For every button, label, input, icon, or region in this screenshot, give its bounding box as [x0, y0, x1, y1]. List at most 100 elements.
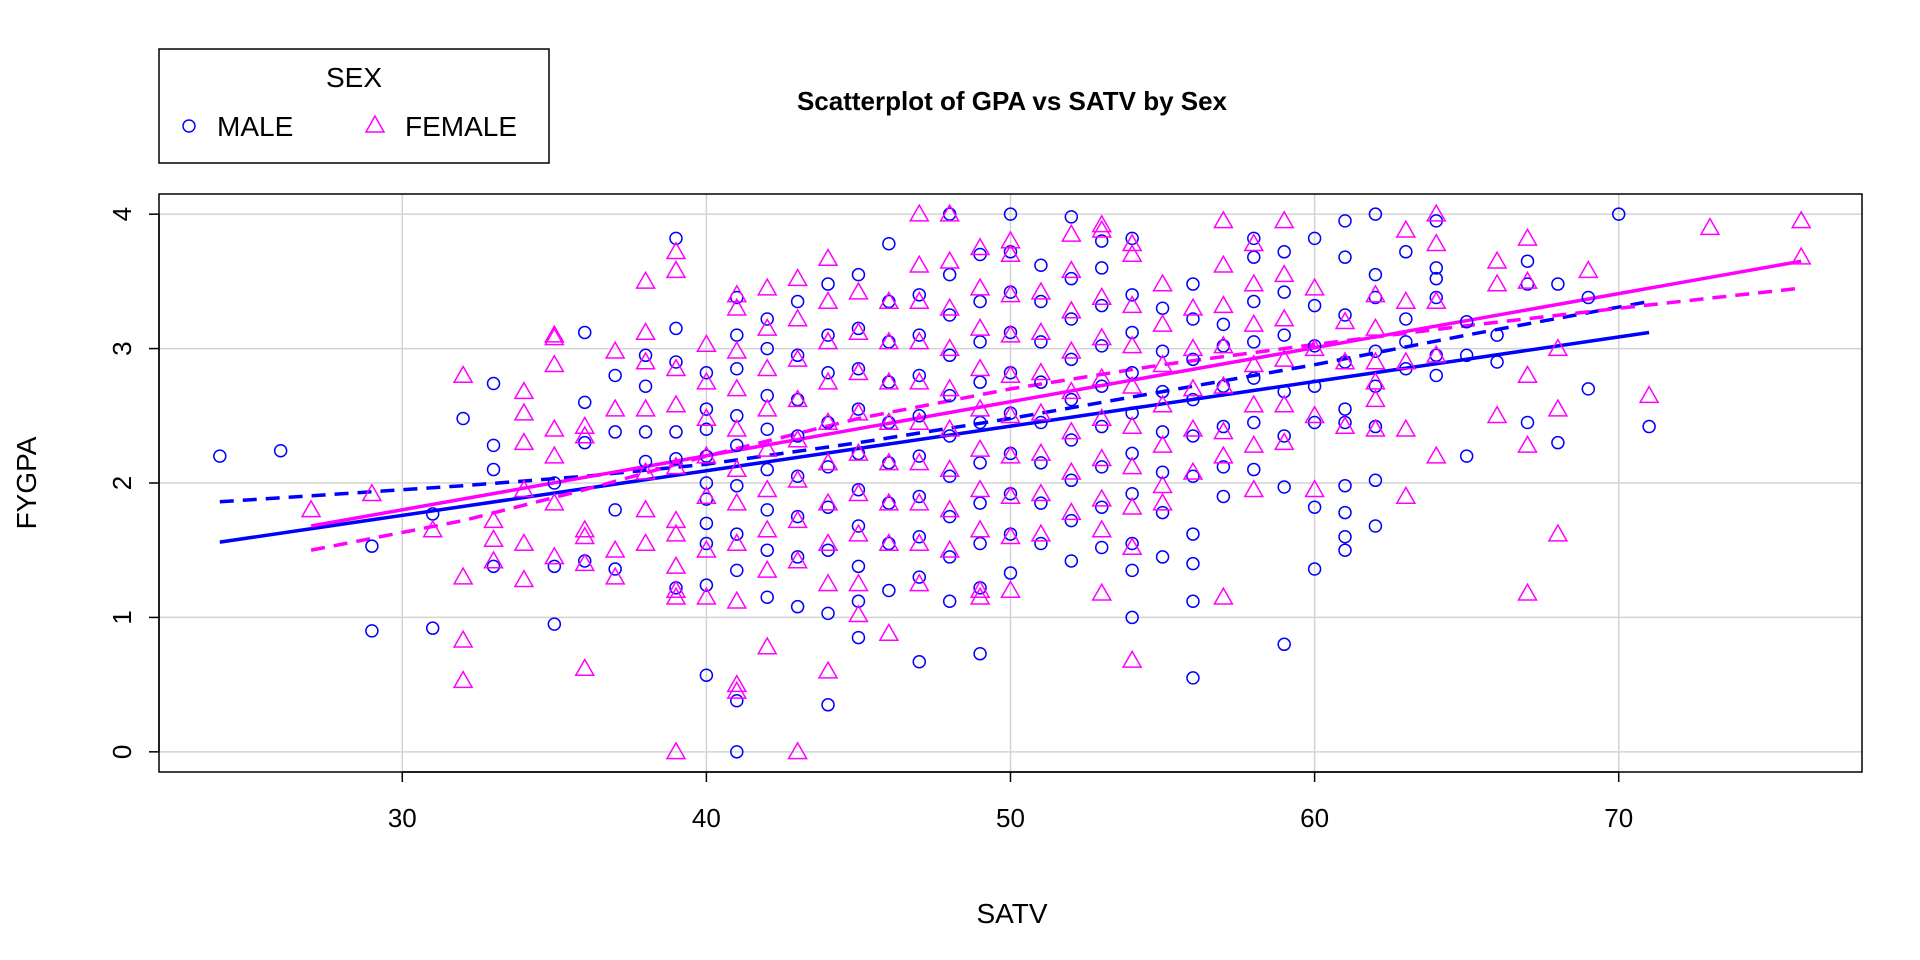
point-male	[851, 630, 866, 645]
point-female	[848, 483, 869, 502]
point-male	[760, 590, 774, 605]
point-male	[821, 460, 835, 474]
point-male	[1155, 344, 1170, 359]
point-male	[912, 288, 927, 302]
point-male	[608, 562, 622, 576]
point-female	[817, 411, 839, 431]
point-male	[973, 375, 987, 389]
legend-box	[158, 48, 550, 164]
point-male	[1307, 500, 1322, 514]
point-female	[726, 340, 748, 359]
point-female	[1061, 223, 1082, 242]
point-female	[1425, 233, 1447, 252]
point-male	[1155, 505, 1170, 520]
point-male	[912, 449, 927, 463]
point-male	[1064, 513, 1079, 528]
point-female	[969, 586, 991, 605]
point-male	[973, 536, 987, 551]
point-male	[1186, 352, 1200, 367]
point-female	[1091, 582, 1113, 601]
point-female	[1000, 230, 1021, 249]
point-female	[1030, 402, 1052, 421]
point-male	[730, 328, 744, 342]
point-female	[1273, 210, 1295, 229]
point-female	[604, 398, 626, 417]
y-axis: 0 1 2 3 4	[107, 207, 160, 759]
point-male	[851, 594, 866, 609]
point-male	[1094, 234, 1109, 248]
point-female	[1273, 348, 1295, 367]
point-male	[456, 411, 470, 426]
point-female	[635, 461, 656, 480]
point-male	[1338, 505, 1352, 520]
point-female	[1121, 416, 1143, 435]
point-female	[1425, 445, 1447, 464]
point-male	[365, 539, 379, 553]
point-male	[669, 321, 683, 336]
point-male	[730, 478, 744, 493]
point-female	[848, 402, 869, 421]
point-male	[730, 361, 744, 376]
point-female	[939, 499, 960, 518]
point-male	[882, 536, 896, 551]
point-male	[1155, 425, 1170, 439]
point-female	[817, 492, 839, 511]
point-male	[1247, 250, 1261, 264]
point-female	[1091, 327, 1113, 346]
point-male	[1368, 473, 1383, 488]
legend-male-label: MALE	[217, 111, 293, 142]
point-female	[908, 452, 930, 471]
point-female	[1304, 479, 1325, 498]
point-male	[821, 606, 835, 621]
point-male	[1094, 419, 1109, 434]
point-female	[696, 334, 717, 353]
point-female	[635, 532, 656, 551]
point-female	[787, 550, 808, 569]
point-male	[1307, 298, 1322, 313]
point-female	[1061, 300, 1082, 319]
point-male	[273, 443, 288, 458]
point-female	[1152, 394, 1173, 413]
point-female	[848, 523, 869, 542]
point-male	[882, 375, 896, 389]
point-male	[912, 409, 927, 423]
point-female	[1395, 418, 1417, 437]
point-female	[1365, 284, 1386, 303]
point-female	[604, 566, 626, 585]
point-male	[1186, 671, 1200, 685]
point-male	[882, 456, 896, 470]
point-female	[1061, 260, 1082, 279]
point-female	[1425, 203, 1447, 222]
point-female	[574, 553, 596, 572]
point-male	[1551, 435, 1565, 450]
point-female	[1000, 445, 1021, 464]
point-female	[1152, 313, 1173, 332]
point-male	[760, 422, 774, 436]
fit-line-female-linear	[310, 259, 1802, 528]
point-male	[1611, 207, 1626, 221]
point-female	[1091, 219, 1113, 238]
point-male	[1338, 543, 1352, 557]
fit-line-male-smooth	[219, 299, 1650, 504]
point-female	[969, 317, 991, 336]
point-male	[1399, 335, 1413, 349]
point-female	[756, 317, 778, 336]
point-female	[1061, 421, 1082, 440]
point-male	[1307, 379, 1322, 393]
point-female	[1243, 394, 1265, 413]
point-female	[1517, 364, 1538, 383]
point-female	[1000, 405, 1021, 424]
point-female	[726, 492, 748, 511]
point-female	[483, 528, 504, 547]
point-female	[817, 573, 839, 592]
point-female	[1304, 338, 1325, 357]
point-male	[1125, 406, 1139, 420]
point-female	[1182, 338, 1204, 357]
point-male	[1368, 379, 1383, 393]
point-female	[1182, 297, 1204, 316]
point-female	[665, 586, 687, 605]
point-female	[665, 741, 687, 760]
point-female	[817, 331, 839, 350]
point-male	[973, 496, 987, 510]
point-female	[1243, 479, 1265, 498]
